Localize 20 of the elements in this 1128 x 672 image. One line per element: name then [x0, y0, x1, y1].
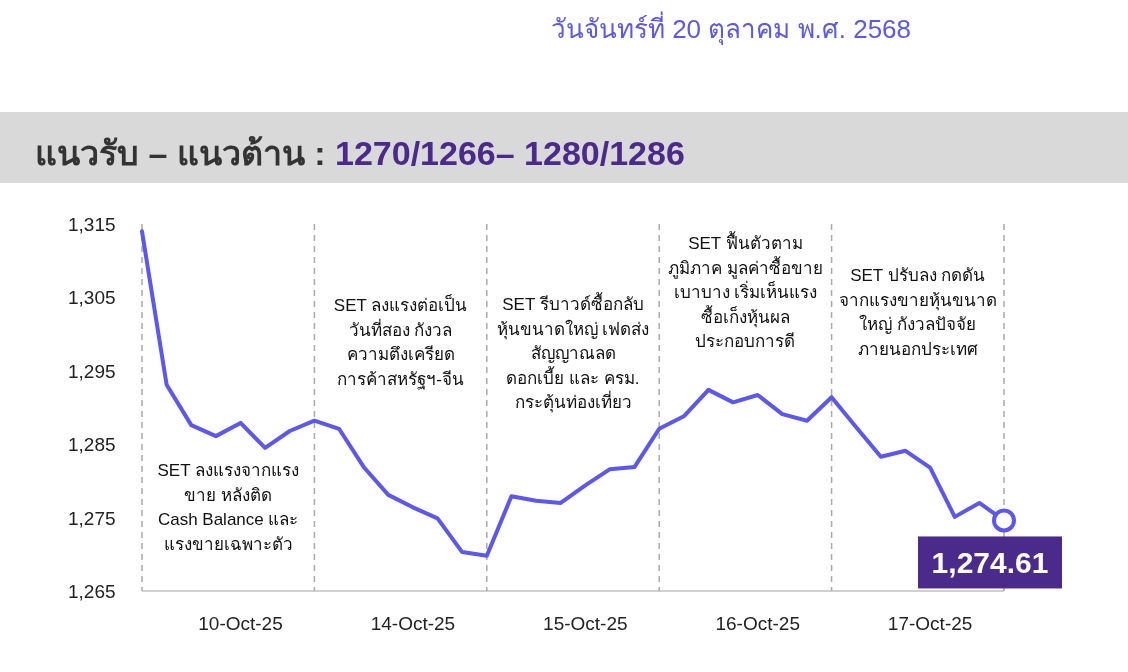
x-tick-label: 14-Oct-25 [370, 613, 456, 634]
chart-subtitle: 1270/1266– 1280/1286 [335, 134, 685, 172]
text: วันจันทร์ที่ 20 ตุลาคม พ.ศ. 2568 [550, 11, 912, 45]
annotation: SET ปรับลง กดดัน จากแรงขายหุ้นขนาด ใหญ่ กังวลปัจจัย ภายนอกประเทศ [838, 266, 997, 359]
x-tick-label: 16-Oct-25 [715, 613, 800, 634]
y-tick-label: 1,305 [68, 287, 116, 309]
x-tick-label: 17-Oct-25 [887, 613, 973, 634]
y-tick-label: 1,275 [68, 507, 116, 529]
chart-title: แนวรับ – แนวต้าน : [35, 134, 336, 172]
y-tick-label: 1,295 [68, 360, 116, 382]
annotation: SET ลงแรงจากแรง ขาย หลังติด Cash Balance และ แรงขายเฉพาะตัว [157, 461, 299, 554]
y-tick-label: 1,285 [68, 434, 116, 456]
x-tick-label: 15-Oct-25 [543, 613, 628, 634]
y-tick-label: 1,265 [68, 581, 116, 602]
y-tick-label: 1,315 [68, 214, 116, 235]
annotation: SET รีบาวด์ซื้อกลับ หุ้นขนาดใหญ่ เฟดส่ง สัญญาณลด ดอกเบี้ย และ ครม. กระตุ้นท่องเที่ยว [496, 292, 650, 413]
x-tick-label: 10-Oct-25 [198, 613, 283, 634]
data-label: 1,274.61 [931, 546, 1049, 580]
annotation: SET ฟื้นตัวตาม ภูมิภาค มูลค่าซื้อขาย เบาบาง เริ่มเห็นแรง ซื้อเก็งหุ้นผล ประกอบการดี [668, 231, 823, 351]
annotation: SET ลงแรงต่อเป็น วันที่สอง กังวล ความตึงเครียด การค้าสหรัฐฯ-จีน [333, 294, 468, 390]
